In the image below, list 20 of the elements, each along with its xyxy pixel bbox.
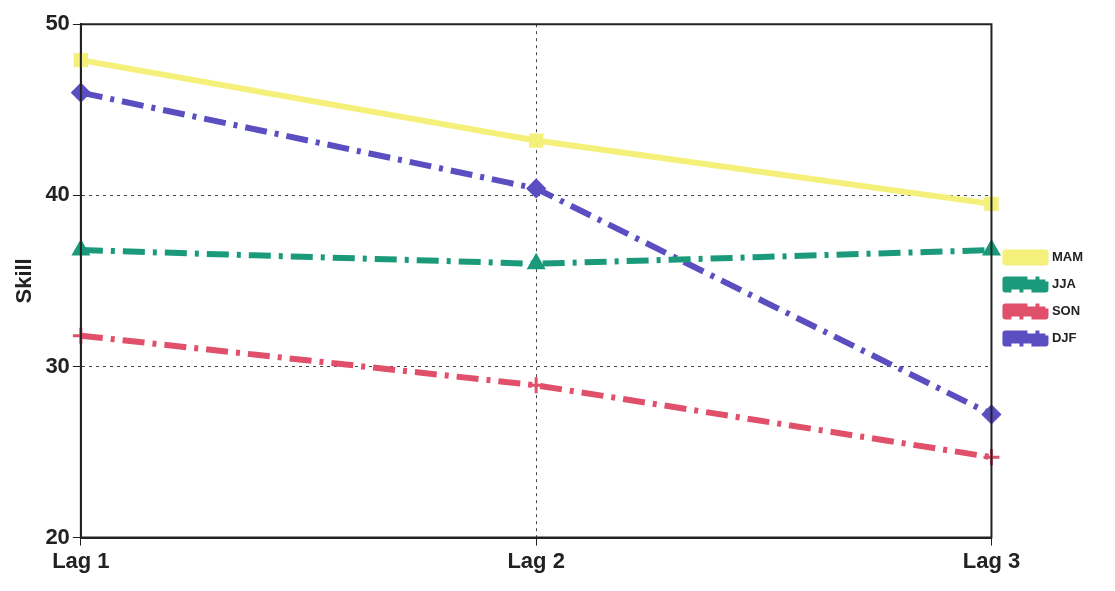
point	[526, 178, 546, 198]
y-tick-label: 40	[45, 181, 70, 207]
legend-label: MAM	[1051, 249, 1083, 265]
y-tick-label: 30	[45, 352, 70, 378]
legend-label: SON	[1051, 303, 1081, 319]
x-tick-label: Lag 3	[962, 547, 1021, 573]
y-axis-title: Skill	[11, 258, 37, 304]
legend-label: JJA	[1051, 276, 1077, 292]
x-tick-label: Lag 1	[52, 547, 110, 573]
y-tick-label: 20	[45, 523, 70, 549]
x-tick-label: Lag 2	[507, 547, 565, 573]
point	[529, 133, 544, 148]
y-tick-label: 50	[45, 10, 70, 36]
point	[984, 196, 999, 212]
point	[72, 240, 90, 256]
point	[983, 240, 1000, 256]
point	[981, 447, 1001, 467]
legend-label: DJF	[1051, 330, 1077, 346]
point	[527, 254, 545, 270]
point	[526, 375, 546, 395]
